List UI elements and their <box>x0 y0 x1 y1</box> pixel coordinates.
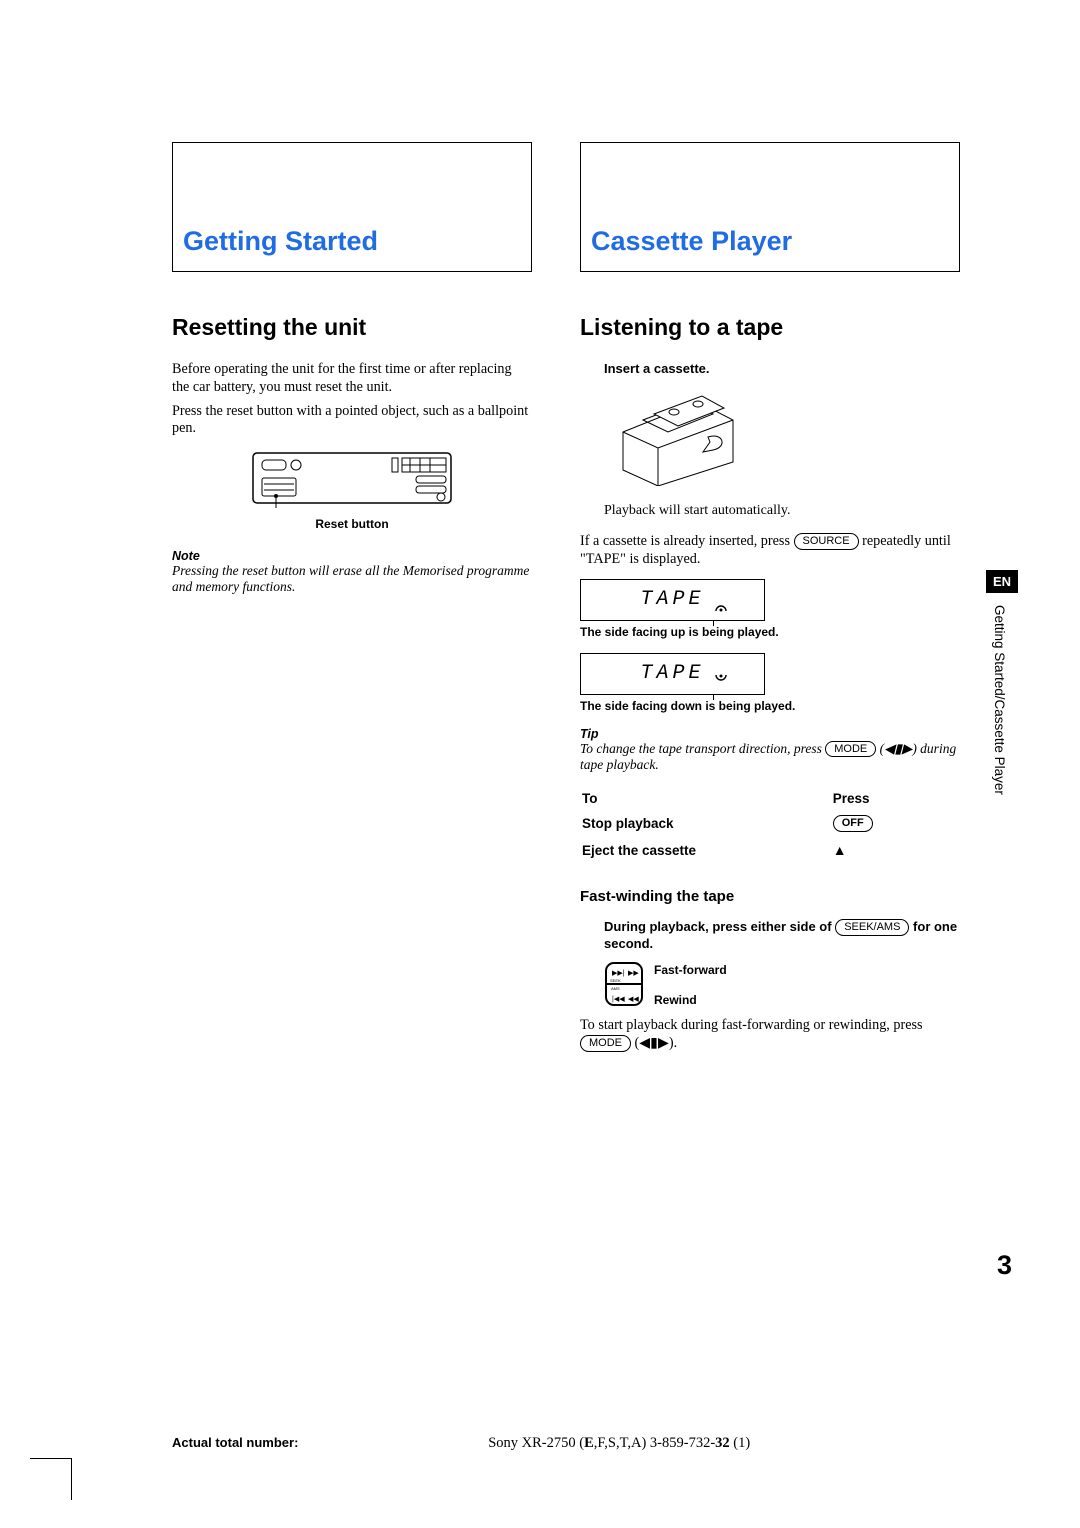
step1-result: Playback will start automatically. <box>604 503 960 519</box>
lcd-text-2: TAPE <box>640 662 704 685</box>
resume-post: (◀▮▶). <box>631 1035 677 1051</box>
table-row: Eject the cassette ▲ <box>582 838 920 862</box>
reset-para2: Press the reset button with a pointed ob… <box>172 403 532 439</box>
section-title-left: Getting Started <box>183 226 378 257</box>
side-vertical-label: Getting Started/Cassette Player <box>992 605 1007 795</box>
footer: Actual total number: Sony XR-2750 (E,F,S… <box>0 1435 1080 1452</box>
table-header-press: Press <box>833 788 920 809</box>
seek-ams-button-label: SEEK/AMS <box>835 919 909 936</box>
note-text: Pressing the reset button will erase all… <box>172 563 532 595</box>
table-row: Stop playback OFF <box>582 811 920 836</box>
svg-text:|◀◀: |◀◀ <box>612 996 625 1003</box>
footer-center: Sony XR-2750 (E,F,S,T,A) 3-859-732-32 (1… <box>488 1435 750 1452</box>
seek-rocker-icon: ▶▶| ▶▶ SEEK AMS |◀◀ ◀◀ <box>604 961 644 1007</box>
tip-pre: To change the tape transport direction, … <box>580 741 825 756</box>
svg-text:▶▶|: ▶▶| <box>612 970 625 977</box>
reset-diagram-caption: Reset button <box>242 517 462 531</box>
crop-mark-h <box>30 1458 72 1459</box>
ff-rw-block: ▶▶| ▶▶ SEEK AMS |◀◀ ◀◀ Fast-forward Rewi… <box>604 961 960 1007</box>
inserted-pre: If a cassette is already inserted, press <box>580 533 794 549</box>
heading-listen: Listening to a tape <box>580 314 960 341</box>
footer-mid: ,F,S,T,A) 3-859-732- <box>594 1435 715 1451</box>
footer-left: Actual total number: <box>172 1435 298 1450</box>
tape-down-icon <box>714 674 728 690</box>
eject-icon: ▲ <box>833 842 847 858</box>
lcd-caption-down: The side facing down is being played. <box>580 699 960 713</box>
section-header-right: Cassette Player <box>580 142 960 272</box>
side-tab: EN Getting Started/Cassette Player <box>986 570 1018 795</box>
reset-para1: Before operating the unit for the first … <box>172 361 532 397</box>
lcd-display-up: TAPE <box>580 579 765 621</box>
footer-pre: Sony XR-2750 ( <box>488 1435 584 1451</box>
fast-wind-heading: Fast-winding the tape <box>580 888 960 905</box>
off-button-label: OFF <box>833 815 873 832</box>
fast-wind-instruction: During playback, press either side of SE… <box>604 919 960 951</box>
footer-bold2: 32 <box>715 1435 730 1451</box>
tape-up-icon <box>714 600 728 616</box>
resume-text: To start playback during fast-forwarding… <box>580 1017 960 1053</box>
section-header-left: Getting Started <box>172 142 532 272</box>
resume-pre: To start playback during fast-forwarding… <box>580 1017 923 1033</box>
cassette-diagram <box>618 392 738 486</box>
eject-label: Eject the cassette <box>582 838 831 862</box>
svg-text:▶▶: ▶▶ <box>628 970 639 977</box>
rewind-label: Rewind <box>654 993 727 1007</box>
svg-text:AMS: AMS <box>611 986 620 991</box>
source-button-label: SOURCE <box>794 533 859 550</box>
lcd-text-1: TAPE <box>640 588 704 611</box>
tip-label: Tip <box>580 727 960 741</box>
stop-playback-label: Stop playback <box>582 811 831 836</box>
language-badge: EN <box>986 570 1018 593</box>
mode-button-label: MODE <box>825 741 876 758</box>
mode-button-label-2: MODE <box>580 1035 631 1052</box>
note-label: Note <box>172 549 532 563</box>
svg-text:◀◀: ◀◀ <box>628 996 639 1003</box>
heading-reset: Resetting the unit <box>172 314 532 341</box>
lcd-display-down: TAPE <box>580 653 765 695</box>
section-title-right: Cassette Player <box>591 226 792 257</box>
crop-mark-v <box>71 1458 72 1500</box>
actions-table: To Press Stop playback OFF Eject the cas… <box>580 786 922 864</box>
table-header-to: To <box>582 788 831 809</box>
inserted-text: If a cassette is already inserted, press… <box>580 533 960 569</box>
tip-text: To change the tape transport direction, … <box>580 741 960 775</box>
page-number: 3 <box>997 1250 1012 1281</box>
step1-label: Insert a cassette. <box>604 361 960 376</box>
svg-text:SEEK: SEEK <box>610 978 621 983</box>
footer-bold1: E <box>584 1435 594 1451</box>
footer-post: (1) <box>730 1435 751 1451</box>
lcd-caption-up: The side facing up is being played. <box>580 625 960 639</box>
fast-pre: During playback, press either side of <box>604 919 835 934</box>
reset-diagram: Reset button <box>242 452 462 531</box>
fast-forward-label: Fast-forward <box>654 963 727 977</box>
